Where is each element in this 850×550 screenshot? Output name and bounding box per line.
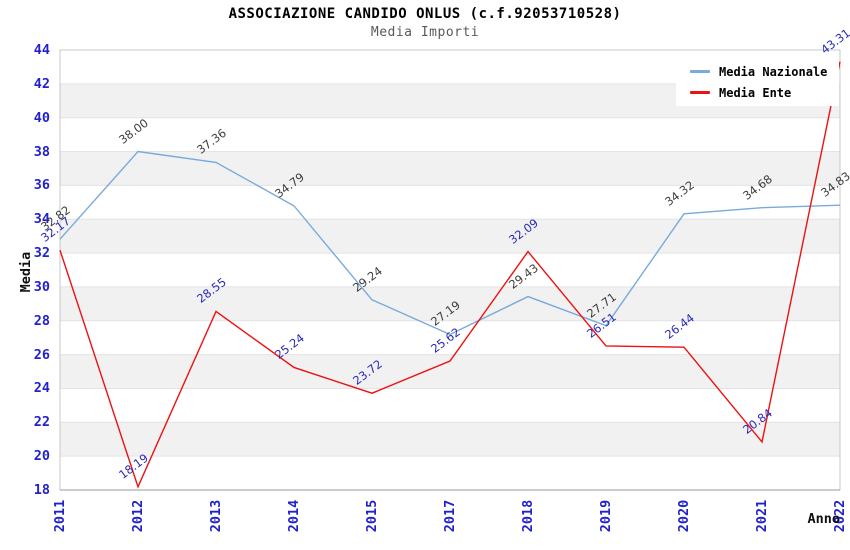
x-tick-label: 2019: [598, 499, 614, 533]
grid-band: [60, 286, 840, 321]
y-tick-label: 42: [33, 75, 50, 92]
chart-subtitle: Media Importi: [370, 25, 480, 40]
grid-band: [60, 219, 840, 254]
chart-title: ASSOCIAZIONE CANDIDO ONLUS (c.f.92053710…: [228, 6, 622, 22]
y-tick-label: 18: [33, 482, 50, 498]
x-tick-label: 2014: [286, 499, 302, 533]
y-tick-label: 32: [33, 245, 50, 262]
x-tick-label: 2020: [676, 499, 692, 533]
series-line-media-nazionale: [59, 150, 841, 336]
grid-band: [60, 151, 840, 186]
legend-item-media-ente: Media Ente: [690, 84, 827, 101]
media-nazionale-line-swatch: [690, 70, 710, 73]
grid-band: [60, 354, 840, 389]
x-tick-label: 2012: [130, 499, 146, 533]
y-tick-label: 40: [33, 109, 50, 126]
y-tick-label: 44: [33, 42, 50, 58]
grid-band: [60, 422, 840, 457]
x-tick-label: 2015: [364, 499, 380, 533]
x-tick-label: 2017: [442, 499, 458, 533]
legend: Media Nazionale Media Ente: [676, 58, 840, 106]
y-tick-label: 22: [33, 414, 50, 431]
x-tick-label: 2018: [520, 499, 536, 533]
y-tick-label: 20: [33, 448, 50, 465]
y-axis-title: Media: [18, 251, 34, 293]
y-tick-label: 30: [33, 278, 50, 295]
x-axis-title: Anno: [807, 511, 840, 527]
legend-label-media-nazionale: Media Nazionale: [719, 64, 828, 79]
y-tick-label: 38: [33, 143, 50, 160]
legend-item-media-nazionale: Media Nazionale: [690, 63, 827, 80]
x-tick-label: 2021: [754, 499, 770, 533]
x-tick-label: 2013: [208, 499, 224, 533]
y-tick-label: 26: [33, 346, 50, 363]
legend-label-media-ente: Media Ente: [719, 85, 792, 100]
y-tick-label: 24: [33, 380, 50, 397]
series-line-media-ente: [59, 61, 841, 489]
y-tick-label: 36: [33, 177, 50, 194]
media-ente-line-swatch: [690, 91, 710, 94]
x-tick-label: 2011: [52, 499, 68, 533]
y-tick-label: 28: [33, 312, 50, 329]
y-tick-label: 34: [33, 211, 50, 228]
